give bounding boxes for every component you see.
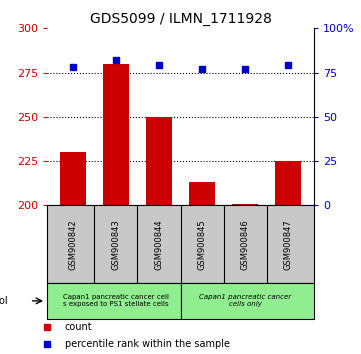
Bar — [60, 152, 86, 205]
Text: count: count — [65, 321, 93, 332]
Text: GSM900843: GSM900843 — [112, 219, 120, 270]
Text: protocol: protocol — [0, 296, 8, 306]
Point — [113, 57, 119, 63]
Bar — [189, 182, 215, 205]
Text: percentile rank within the sample: percentile rank within the sample — [65, 339, 230, 349]
Text: GSM900844: GSM900844 — [155, 219, 164, 270]
Bar — [275, 161, 301, 205]
Bar — [232, 204, 258, 205]
Text: Capan1 pancreatic cancer
cells only: Capan1 pancreatic cancer cells only — [199, 294, 291, 308]
Bar — [146, 117, 172, 205]
Text: GSM900842: GSM900842 — [68, 219, 77, 270]
Point — [70, 64, 76, 70]
Title: GDS5099 / ILMN_1711928: GDS5099 / ILMN_1711928 — [90, 12, 271, 26]
Bar — [180, 283, 314, 319]
Point — [156, 63, 162, 68]
Text: GSM900845: GSM900845 — [197, 219, 206, 270]
Text: GSM900846: GSM900846 — [241, 219, 249, 270]
Text: Capan1 pancreatic cancer cell
s exposed to PS1 stellate cells: Capan1 pancreatic cancer cell s exposed … — [63, 295, 169, 307]
Bar — [47, 283, 180, 319]
Bar — [103, 64, 129, 205]
Text: GSM900847: GSM900847 — [284, 219, 293, 270]
Point — [199, 66, 205, 72]
Point — [285, 63, 291, 68]
Point — [242, 66, 248, 72]
